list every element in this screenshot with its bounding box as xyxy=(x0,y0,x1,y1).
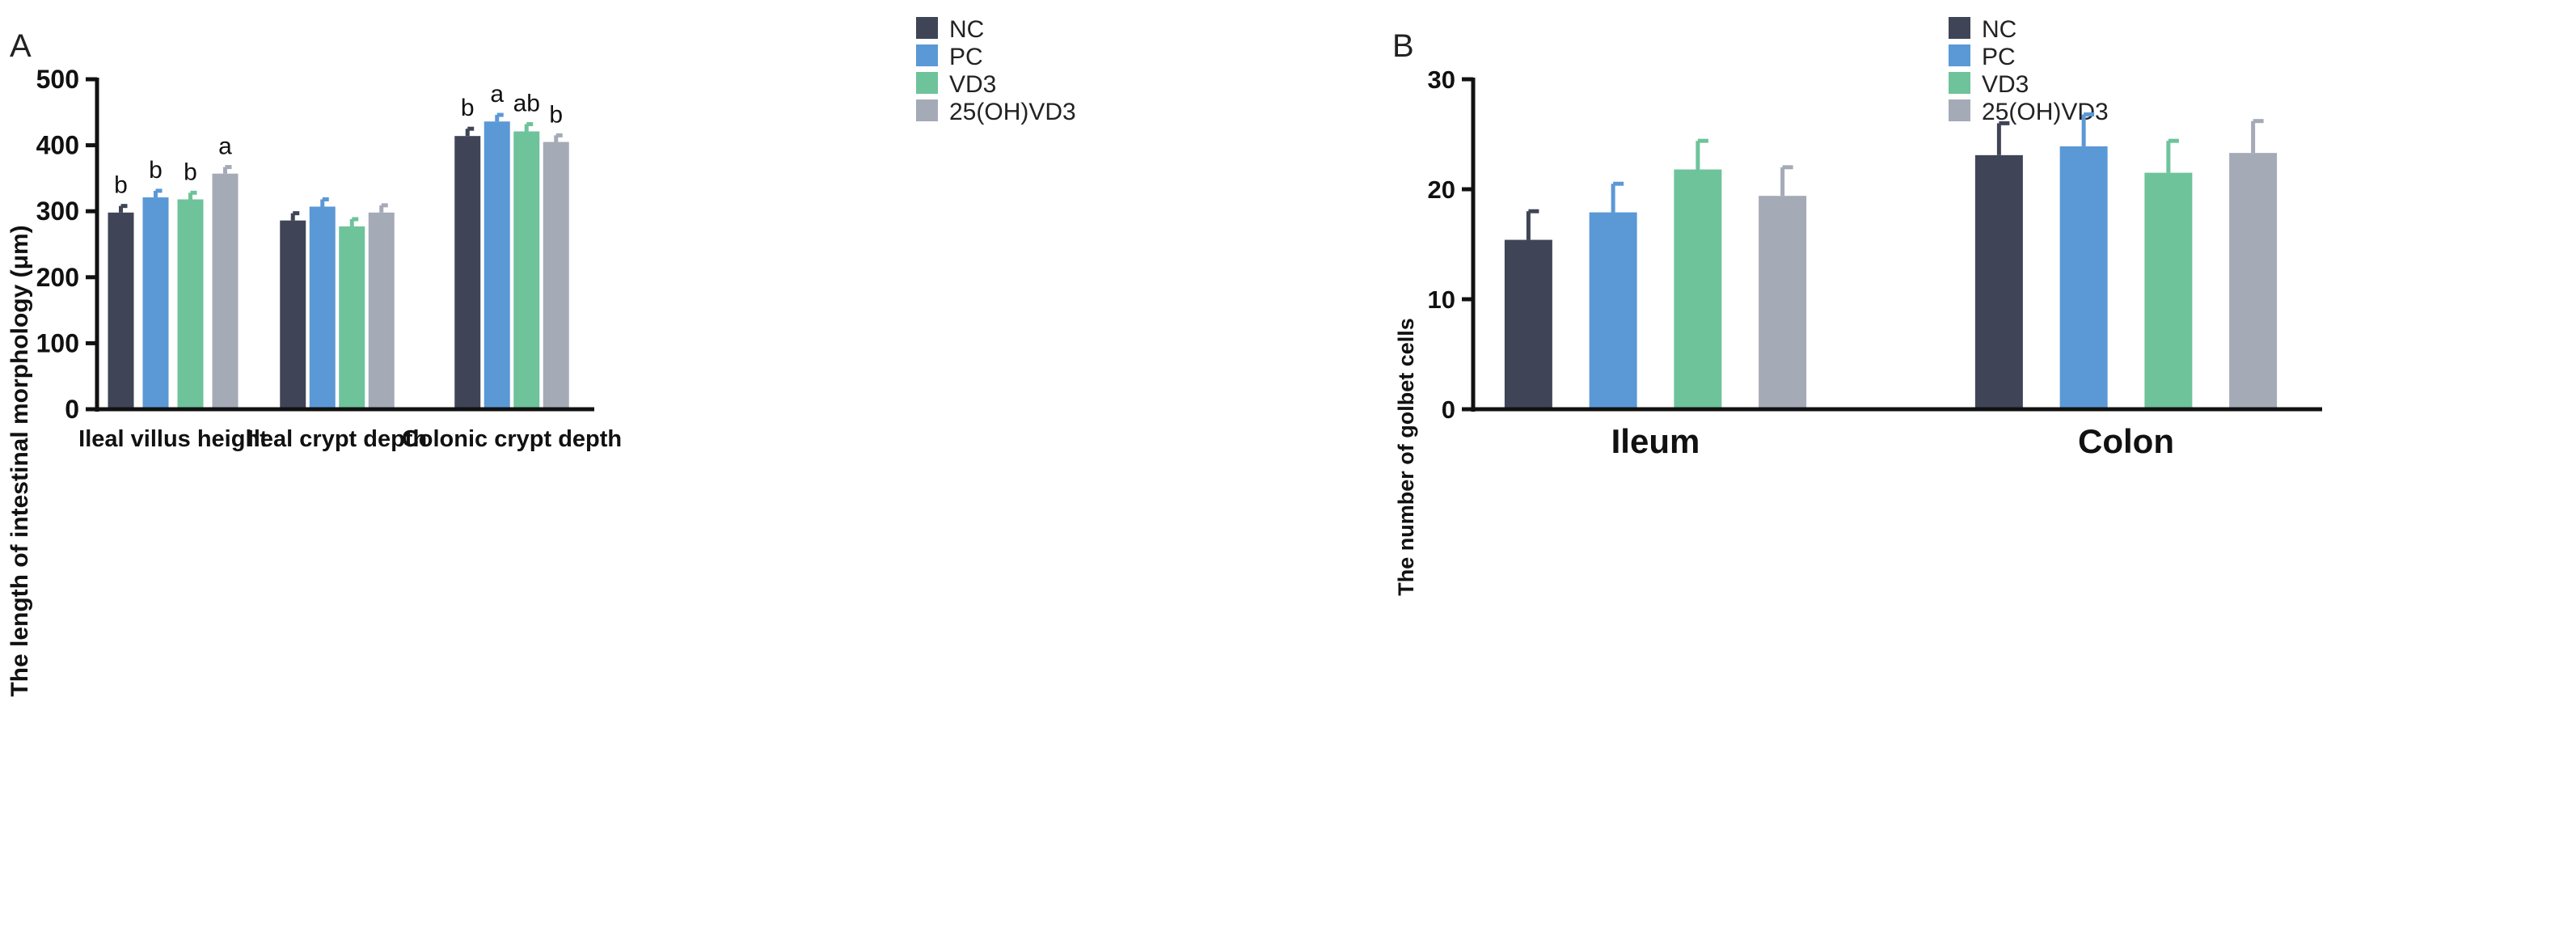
panel-b-bar xyxy=(1759,196,1807,409)
panel-a-bar xyxy=(108,212,134,409)
panel-a-category-label: Ileal crypt depth xyxy=(247,426,427,452)
panel-a-legend-label: VD3 xyxy=(949,71,996,98)
panel-a-y-tick-label: 500 xyxy=(36,65,79,94)
panel-b-y-tick-label: 30 xyxy=(1428,66,1455,94)
panel-a-significance-label: b xyxy=(114,172,128,199)
panel-a-label: A xyxy=(10,28,32,64)
panel-a-significance-label: b xyxy=(184,159,197,185)
panel-b-legend-label: PC xyxy=(1982,44,2016,70)
panel-b-bar xyxy=(2059,146,2108,409)
panel-a-legend-swatch xyxy=(916,72,938,94)
panel-a-legend-label: 25(OH)VD3 xyxy=(949,99,1076,125)
panel-b-y-tick-label: 10 xyxy=(1428,285,1455,314)
panel-a-bar xyxy=(543,142,569,409)
panel-b-label: B xyxy=(1392,28,1414,64)
panel-b-y-tick-label: 20 xyxy=(1428,175,1455,204)
panel-a-legend-swatch xyxy=(916,99,938,121)
panel-a-legend-swatch xyxy=(916,44,938,66)
panel-a-y-tick-label: 0 xyxy=(65,395,79,424)
panel-b-bar xyxy=(1974,154,2023,409)
panel-b-bar xyxy=(2229,153,2278,409)
panel-a-significance-label: b xyxy=(461,95,475,121)
panel-b-category-label: Colon xyxy=(2078,422,2174,460)
panel-a-significance-label: b xyxy=(549,101,563,128)
panel-a-bar xyxy=(339,226,365,409)
panel-a-significance-label: a xyxy=(490,81,504,108)
panel-b-legend-swatch xyxy=(1949,99,1970,121)
panel-a-y-tick-label: 300 xyxy=(36,197,79,226)
panel-b-legend-label: NC xyxy=(1982,16,2016,43)
panel-a-bar xyxy=(280,220,306,409)
panel-a-significance-label: b xyxy=(149,157,163,184)
panel-b-legend-swatch xyxy=(1949,44,1970,66)
panel-b-bar xyxy=(1674,169,1722,409)
panel-a-significance-label: a xyxy=(218,133,232,160)
panel-b-category-label: Ileum xyxy=(1611,422,1700,460)
panel-b-y-axis-label: The number of golbet cells xyxy=(1394,318,1418,596)
panel-b-legend-swatch xyxy=(1949,72,1970,94)
panel-a-y-tick-label: 100 xyxy=(36,328,79,357)
panel-a-y-tick-label: 200 xyxy=(36,263,79,292)
panel-a-bar xyxy=(454,136,481,409)
panel-a-bar xyxy=(177,199,204,409)
panel-b-legend-label: 25(OH)VD3 xyxy=(1982,99,2109,125)
panel-b-legend-swatch xyxy=(1949,17,1970,39)
panel-b-y-tick-label: 0 xyxy=(1442,395,1455,424)
panel-a-bar xyxy=(368,212,395,409)
panel-a-y-tick-label: 400 xyxy=(36,131,79,160)
panel-b-legend-label: VD3 xyxy=(1982,71,2029,98)
panel-a-legend-label: NC xyxy=(949,16,984,43)
panel-a-bar xyxy=(142,197,169,409)
panel-a-bar xyxy=(513,131,540,410)
panel-b-bar xyxy=(1504,239,1552,409)
panel-b-bar xyxy=(2144,172,2193,409)
panel-a-legend-swatch xyxy=(916,17,938,39)
panel-a-category-label: Ileal villus height xyxy=(78,426,268,452)
panel-a-legend-label: PC xyxy=(949,44,983,70)
panel-a-category-label: Colonic crypt depth xyxy=(402,426,622,452)
panel-b: B The number of golbet cells NCPCVD325(O… xyxy=(1392,16,2322,596)
panel-a: A The length of intestinal morphology (μ… xyxy=(6,16,1076,697)
panel-a-significance-label: ab xyxy=(513,90,540,116)
panel-b-plot: Ileum Colon 0 10 20 30 xyxy=(1428,66,2322,460)
panel-b-bar xyxy=(1589,212,1637,409)
panel-a-bar xyxy=(484,121,510,409)
panel-a-bar xyxy=(212,173,239,410)
panel-a-bar xyxy=(309,206,336,409)
panel-a-y-axis-label: The length of intestinal morphology (μm) xyxy=(6,225,33,696)
